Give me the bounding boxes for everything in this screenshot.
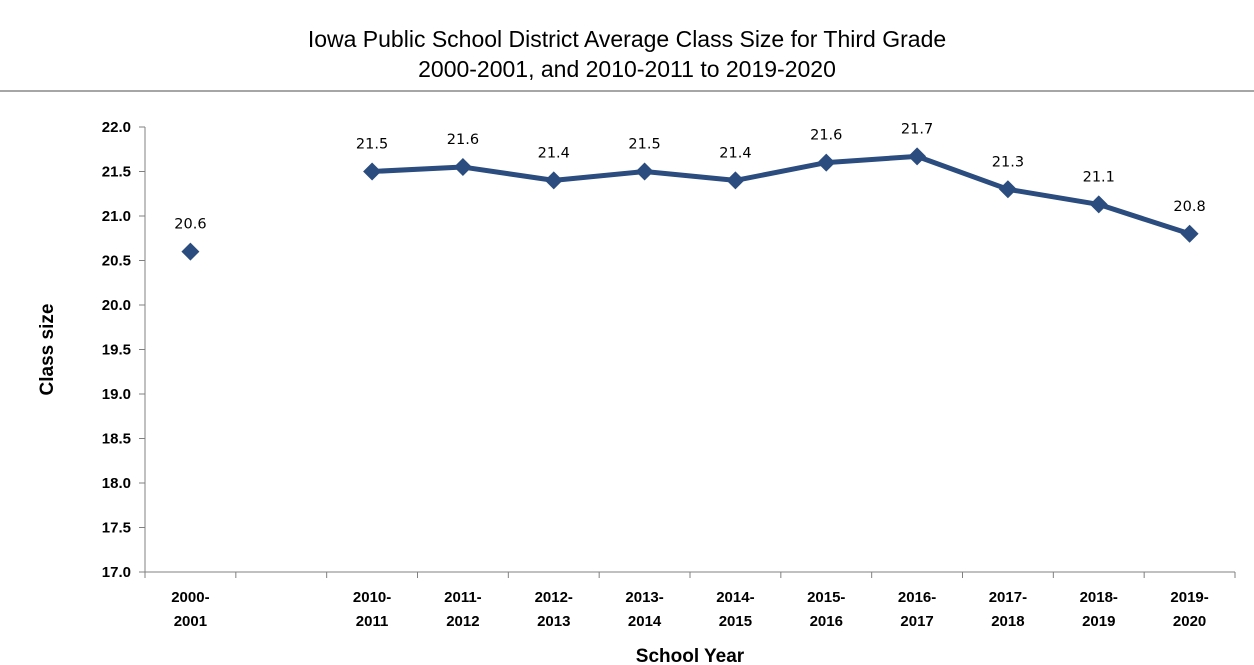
data-labels: 20.6 21.5 21.6 21.4 21.5 21.4 21.6 21.7 21.3 21.1… <box>174 121 1205 232</box>
data-label: 21.4 <box>538 145 570 161</box>
data-point-marker <box>908 147 927 166</box>
x-tick-label: 2012- <box>535 589 573 606</box>
y-tick-label: 19.0 <box>102 386 131 403</box>
chart-subtitle: 2000-2001, and 2010-2011 to 2019-2020 <box>418 56 836 82</box>
x-tick-label: 2000- <box>171 589 209 606</box>
data-label: 21.5 <box>628 137 660 153</box>
x-tick-label: 2018- <box>1080 589 1118 606</box>
data-markers <box>181 147 1199 261</box>
x-tick-label: 2016- <box>898 589 936 606</box>
y-tick-label: 17.5 <box>102 520 131 537</box>
data-label: 21.1 <box>1083 169 1115 185</box>
x-tick-label: 2001 <box>174 613 207 630</box>
y-tick-label: 19.5 <box>102 342 131 359</box>
chart-title: Iowa Public School District Average Clas… <box>307 26 947 52</box>
y-tick-label: 20.5 <box>102 253 131 270</box>
data-point-marker <box>635 162 654 181</box>
y-axis-title: Class size <box>37 304 58 396</box>
tick-labels: 17.0 17.5 18.0 18.5 19.0 19.5 20.0 20.5 21.0 21.5… <box>102 119 1209 630</box>
series-line <box>371 153 1191 237</box>
y-tick-label: 22.0 <box>102 119 131 136</box>
x-tick-label: 2017- <box>989 589 1027 606</box>
data-label: 21.4 <box>719 145 751 161</box>
x-tick-label: 2018 <box>991 613 1024 630</box>
x-tick-label: 2015- <box>807 589 845 606</box>
data-point-marker <box>998 180 1017 199</box>
y-tick-label: 17.0 <box>102 564 131 581</box>
data-label: 21.5 <box>356 137 388 153</box>
x-tick-label: 2011 <box>356 613 389 630</box>
data-point-marker <box>1180 224 1199 243</box>
x-axis-title: School Year <box>636 646 745 665</box>
x-tick-label: 2010- <box>353 589 391 606</box>
x-tick-label: 2014- <box>716 589 754 606</box>
x-tick-label: 2016 <box>810 613 843 630</box>
x-tick-label: 2017 <box>900 613 933 630</box>
data-point-marker <box>1089 195 1108 214</box>
data-label: 21.7 <box>901 121 933 137</box>
data-point-marker <box>817 153 836 172</box>
y-tick-label: 18.5 <box>102 431 131 448</box>
x-tick-label: 2019- <box>1170 589 1208 606</box>
x-tick-label: 2014 <box>628 613 662 630</box>
data-point-marker <box>453 158 472 177</box>
data-label: 21.6 <box>810 128 842 144</box>
data-point-marker <box>544 171 563 190</box>
chart-axes <box>139 126 1236 578</box>
y-tick-label: 21.5 <box>102 164 131 181</box>
x-tick-label: 2012 <box>446 613 479 630</box>
x-tick-label: 2013 <box>537 613 570 630</box>
data-point-marker <box>726 171 745 190</box>
data-label: 20.6 <box>174 217 206 233</box>
x-tick-label: 2019 <box>1082 613 1115 630</box>
y-tick-label: 20.0 <box>102 297 131 314</box>
y-tick-label: 18.0 <box>102 475 131 492</box>
data-label: 21.3 <box>992 154 1024 170</box>
data-label: 20.8 <box>1173 199 1205 215</box>
x-tick-label: 2013- <box>625 589 663 606</box>
x-tick-label: 2015 <box>719 613 752 630</box>
x-tick-label: 2011- <box>444 589 482 606</box>
data-point-marker <box>181 242 200 261</box>
x-tick-label: 2020 <box>1173 613 1206 630</box>
data-label: 21.6 <box>447 132 479 148</box>
y-tick-label: 21.0 <box>102 208 131 225</box>
chart-title-area: Iowa Public School District Average Clas… <box>0 0 1254 92</box>
data-point-marker <box>363 162 382 181</box>
